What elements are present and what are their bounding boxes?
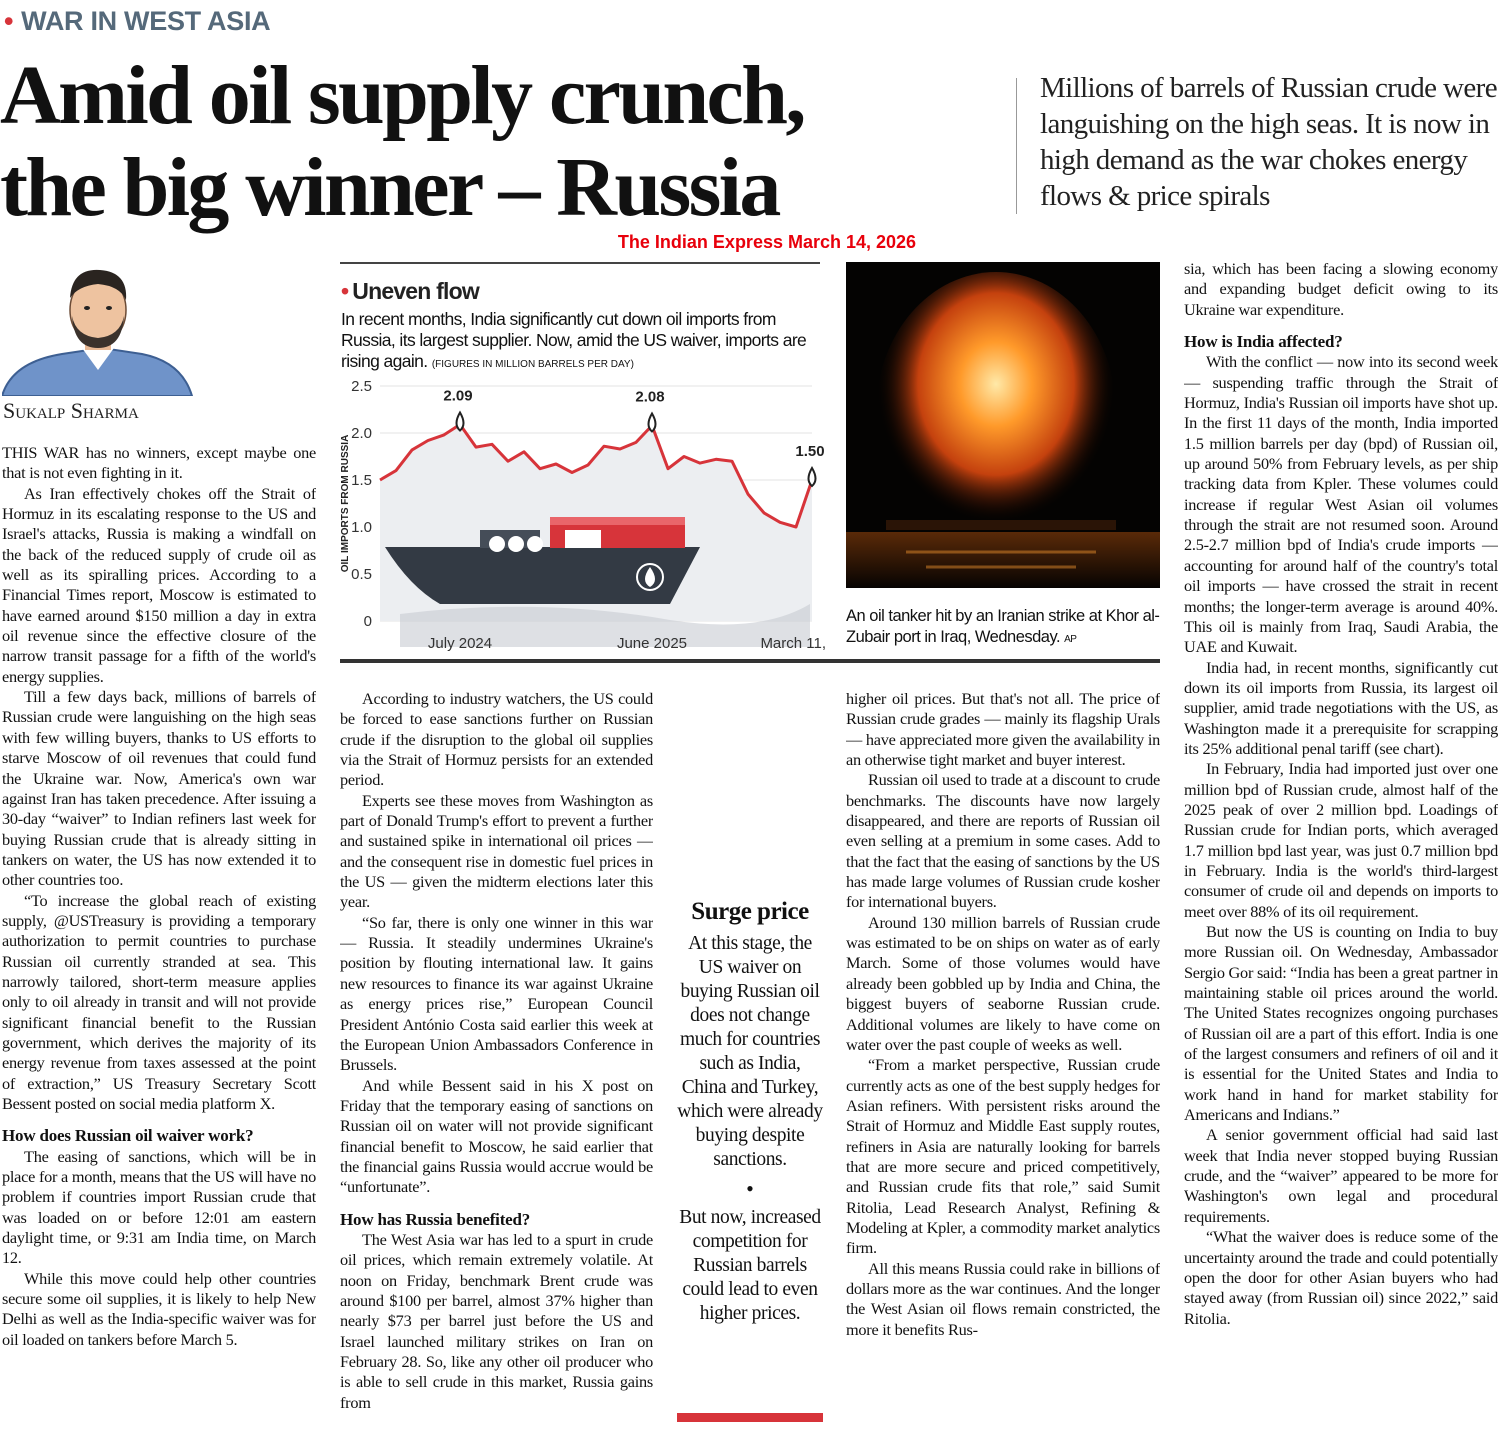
data-label: 1.50	[795, 443, 824, 460]
x-tick-label: June 2025	[617, 635, 687, 652]
sidebar-text: At this stage, the US waiver on buying R…	[677, 933, 823, 1170]
photo	[846, 262, 1160, 588]
subheading: How has Russia benefited?	[340, 1209, 531, 1229]
point-marker	[807, 466, 817, 488]
column: sia, which has been facing a slowing eco…	[1184, 259, 1498, 1427]
sidebar-title: Surge price	[691, 898, 809, 925]
column: THIS WAR has no winners, except maybe on…	[2, 443, 316, 1427]
paragraph: Russian oil used to trade at a discount …	[846, 770, 1160, 912]
y-tick-label: 2.5	[351, 378, 372, 395]
units-note: (FIGURES IN MILLION BARRELS PER DAY)	[431, 359, 634, 370]
paragraph: “From a market perspective, Russian crud…	[846, 1055, 1160, 1258]
chart-title: Uneven flow	[341, 278, 811, 305]
y-tick-label: 1.5	[351, 472, 372, 489]
photo-caption: An oil tanker hit by an Iranian strike a…	[846, 606, 1160, 650]
y-tick-label: 0.5	[351, 566, 372, 583]
paragraph: As Iran effectively chokes off the Strai…	[2, 483, 316, 686]
caption-text: An oil tanker hit by an Iranian strike a…	[846, 607, 1160, 646]
rule	[677, 1413, 823, 1422]
y-tick-label: 0	[364, 613, 372, 630]
ship-illustration	[385, 517, 810, 647]
y-axis-label: OIL IMPORTS FROM RUSSIA	[340, 435, 351, 573]
chart-header: Uneven flow In recent months, India sign…	[341, 278, 811, 375]
paragraph: sia, which has been facing a slowing eco…	[1184, 259, 1498, 319]
photo-credit: AP	[1064, 634, 1077, 645]
paragraph: But now the US is counting on India to b…	[1184, 922, 1498, 1125]
y-tick-label: 1.0	[351, 519, 372, 536]
chart-subtitle: In recent months, India significantly cu…	[341, 309, 811, 375]
paragraph: “What the waiver does is reduce some of …	[1184, 1227, 1498, 1328]
rule	[340, 262, 820, 264]
paragraph: While this move could help other countri…	[2, 1268, 316, 1349]
paragraph: THIS WAR has no winners, except maybe on…	[2, 443, 316, 483]
source-note: The Indian Express March 14, 2026	[617, 232, 917, 252]
headline: Amid oil supply crunch, the big winner –…	[0, 50, 1000, 234]
kicker: WAR IN WEST ASIA	[4, 6, 271, 37]
paragraph: Till a few days back, millions of barrel…	[2, 687, 316, 890]
standfirst: Millions of barrels of Russian crude wer…	[1040, 72, 1498, 212]
byline: Sukalp Sharma	[3, 398, 139, 423]
data-label: 2.08	[635, 388, 664, 405]
headline-line: the big winner – Russia	[0, 141, 781, 234]
paragraph: All this means Russia could rake in bill…	[846, 1258, 1160, 1339]
paragraph: In February, India had imported just ove…	[1184, 759, 1498, 921]
paragraph: The West Asia war has led to a spurt in …	[340, 1229, 653, 1412]
divider	[1016, 78, 1017, 214]
paragraph: higher oil prices. But that's not all. T…	[846, 689, 1160, 770]
paragraph: “So far, there is only one winner in thi…	[340, 912, 653, 1075]
separator: •	[746, 1176, 754, 1201]
paragraph: Around 130 million barrels of Russian cr…	[846, 912, 1160, 1054]
subheading: How is India affected?	[1184, 332, 1343, 352]
column: higher oil prices. But that's not all. T…	[846, 689, 1160, 1427]
sidebar: Surge price At this stage, the US waiver…	[677, 898, 823, 1326]
rule	[340, 659, 1160, 663]
paragraph: And while Bessent said in his X post on …	[340, 1075, 653, 1197]
column: According to industry watchers, the US c…	[340, 689, 653, 1427]
paragraph: According to industry watchers, the US c…	[340, 689, 653, 790]
y-tick-label: 2.0	[351, 425, 372, 442]
paragraph: A senior government official had said la…	[1184, 1125, 1498, 1226]
paragraph: India had, in recent months, significant…	[1184, 657, 1498, 758]
author-portrait	[2, 262, 316, 396]
x-tick-label: March 11, 2026	[760, 635, 830, 652]
subtitle-text: In recent months, India significantly cu…	[341, 309, 807, 371]
headline-line: Amid oil supply crunch,	[0, 49, 806, 142]
point-marker	[455, 410, 465, 432]
paragraph: The easing of sanctions, which will be i…	[2, 1146, 316, 1268]
paragraph: Experts see these moves from Washington …	[340, 790, 653, 912]
line	[379, 423, 814, 529]
point-marker	[647, 411, 657, 433]
paragraph: With the conflict — now into its second …	[1184, 352, 1498, 657]
sidebar-text: But now, increased competition for Russi…	[679, 1207, 821, 1324]
data-label: 2.09	[443, 388, 472, 405]
subheading: How does Russian oil waiver work?	[2, 1126, 254, 1146]
paragraph: “To increase the global reach of existin…	[2, 890, 316, 1113]
x-tick-label: July 2024	[428, 635, 492, 652]
